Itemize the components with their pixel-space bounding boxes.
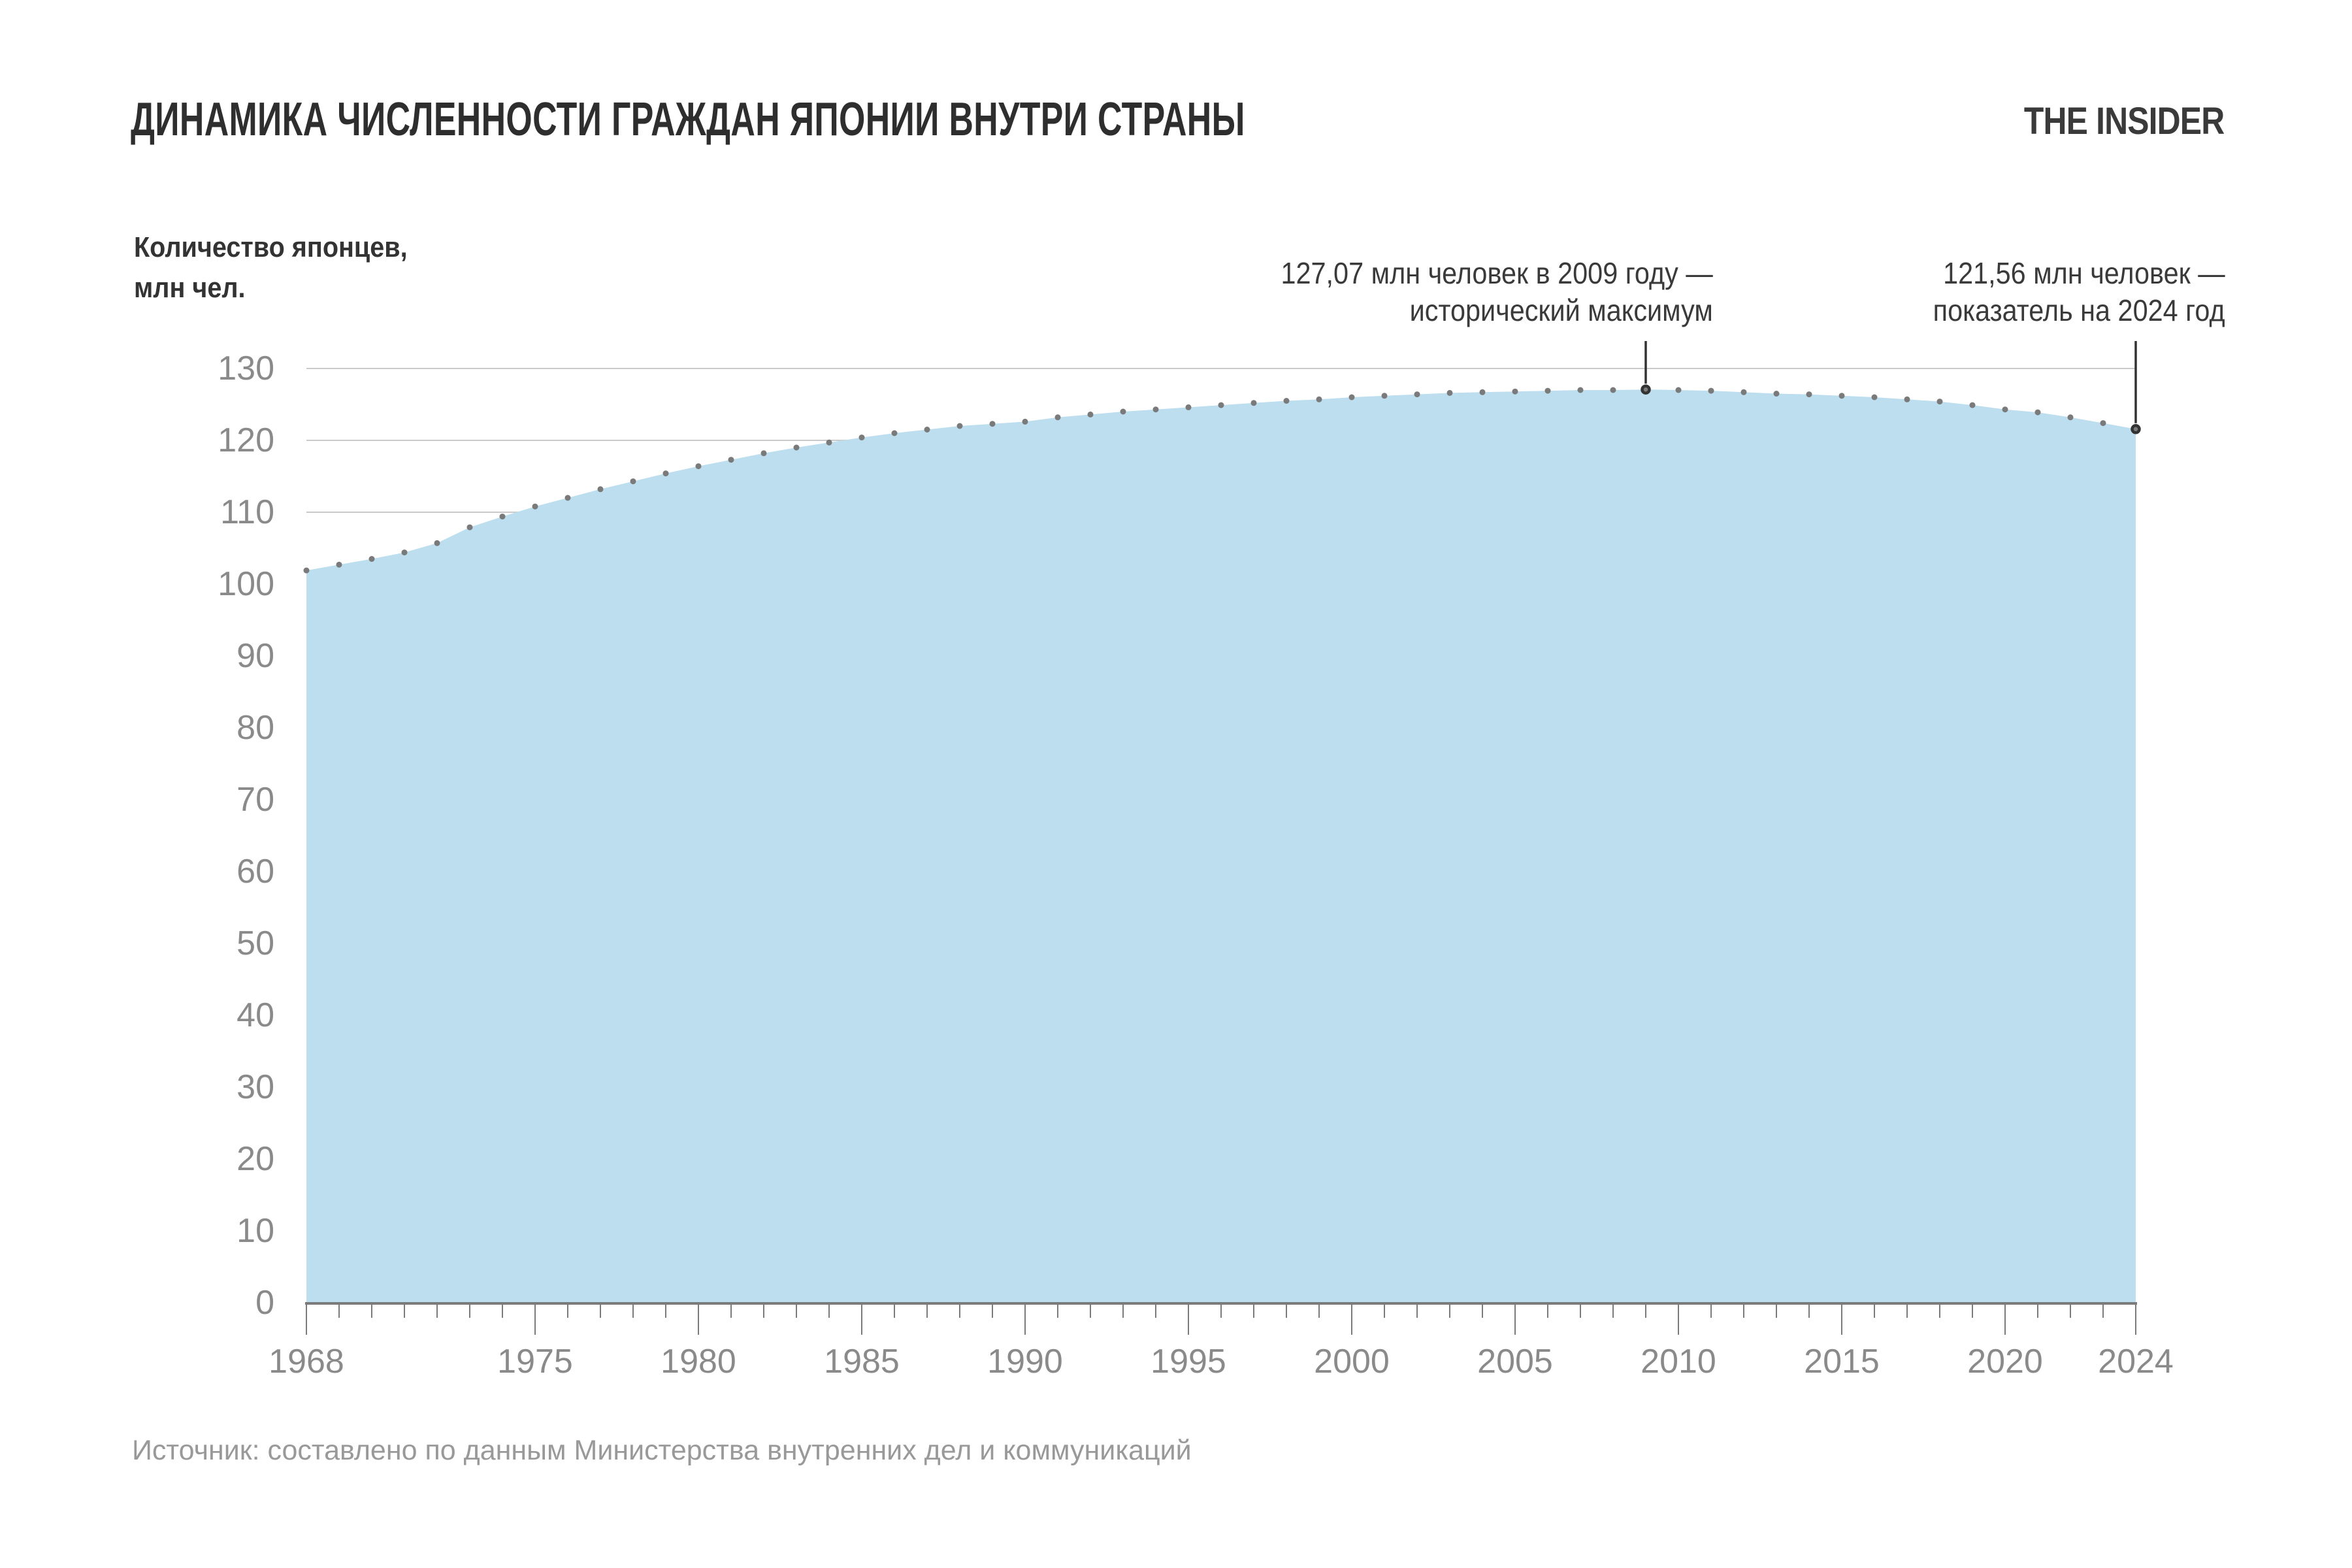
data-point-dot-1985 [858,434,865,441]
data-point-dot-1974 [499,514,506,520]
population-area-fill [306,389,2136,1305]
data-point-dot-1995 [1185,404,1192,410]
y-tick-label-20: 20 [237,1140,274,1178]
annotation-peak-line2: исторический максимум [1409,293,1713,327]
y-tick-label-100: 100 [218,565,274,603]
data-point-dot-1991 [1054,414,1061,421]
x-tick-label-2010: 2010 [1641,1343,1716,1380]
data-point-dot-2005 [1512,388,1518,395]
data-point-dot-2001 [1381,393,1388,399]
data-point-dot-2000 [1348,394,1355,400]
data-point-dot-1983 [793,444,800,451]
marker-circle-2024 [2131,424,2141,434]
data-point-dot-1976 [564,495,571,501]
data-point-dot-1989 [989,421,996,427]
data-point-dot-1997 [1250,400,1257,406]
source-note: Источник: составлено по данным Министерс… [132,1435,1192,1466]
marker-circle-2009 [1641,384,1651,395]
data-point-dot-1968 [303,567,310,574]
data-point-dot-2012 [1740,389,1747,395]
x-tick-label-1990: 1990 [987,1343,1063,1380]
data-point-dot-1990 [1022,418,1028,425]
data-point-dot-1988 [956,423,963,429]
y-axis-title: Количество японцев, млн чел. [134,227,408,308]
data-point-dot-1987 [924,427,930,433]
data-point-dot-2016 [1871,394,1878,400]
x-tick-label-1995: 1995 [1151,1343,1226,1380]
x-tick-label-2020: 2020 [1967,1343,2043,1380]
data-point-dot-2019 [1969,402,1976,408]
y-tick-label-10: 10 [237,1212,274,1250]
data-point-dot-1971 [401,549,408,556]
x-tick-label-2015: 2015 [1804,1343,1880,1380]
x-tick-label-1968: 1968 [269,1343,344,1380]
y-tick-label-50: 50 [237,924,274,962]
data-point-dot-1994 [1152,406,1159,413]
y-tick-label-120: 120 [218,421,274,459]
x-tick-label-1985: 1985 [824,1343,900,1380]
annotation-latest-line2: показатель на 2024 год [1933,293,2225,327]
annotation-latest-2024: 121,56 млн человек — показатель на 2024 … [1933,255,2225,329]
data-point-dot-1998 [1283,398,1290,404]
data-point-dot-2022 [2067,414,2074,421]
data-point-dot-1977 [597,486,604,493]
data-point-dot-1972 [434,540,440,546]
data-point-dot-1975 [532,503,538,510]
data-point-dot-2014 [1806,391,1812,398]
y-tick-label-130: 130 [218,350,274,387]
x-tick-label-1975: 1975 [497,1343,573,1380]
data-point-dot-1980 [695,463,702,470]
x-tick-label-2000: 2000 [1314,1343,1390,1380]
data-point-dot-1970 [368,556,375,562]
data-point-dot-1979 [662,470,669,477]
annotation-peak-line1: 127,07 млн человек в 2009 году — [1281,256,1713,290]
x-tick-label-1980: 1980 [661,1343,736,1380]
data-point-dot-1982 [760,450,767,457]
y-axis-title-line2: млн чел. [134,272,246,304]
data-point-dot-2013 [1773,391,1780,397]
x-tick-label-2024: 2024 [2098,1343,2174,1380]
y-tick-label-110: 110 [220,493,274,531]
y-tick-label-30: 30 [237,1068,274,1106]
y-tick-label-90: 90 [237,637,274,675]
y-axis-title-line1: Количество японцев, [134,231,408,263]
data-point-dot-2023 [2100,420,2106,427]
data-point-dot-1981 [728,457,734,463]
data-point-dot-2007 [1577,387,1584,393]
y-tick-label-40: 40 [237,996,274,1034]
y-tick-label-70: 70 [237,781,274,819]
data-point-dot-2020 [2002,406,2008,413]
data-point-dot-1996 [1218,402,1224,408]
data-point-dot-1969 [336,561,342,568]
data-point-dot-1986 [891,430,898,436]
brand-logo: THE INSIDER [2023,100,2225,142]
data-point-dot-1984 [826,439,832,446]
data-point-dot-2018 [1936,399,1943,405]
data-point-dot-2015 [1838,393,1845,399]
data-point-dot-1993 [1120,408,1126,415]
page-title: ДИНАМИКА ЧИСЛЕННОСТИ ГРАЖДАН ЯПОНИИ ВНУТ… [131,93,1245,146]
data-point-dot-2006 [1544,387,1551,394]
data-point-dot-1973 [466,524,473,531]
data-point-dot-2011 [1708,387,1714,394]
data-point-dot-2010 [1675,387,1682,393]
data-point-dot-2008 [1610,387,1616,393]
data-point-dot-2021 [2034,409,2041,416]
data-point-dot-2002 [1414,391,1420,398]
y-tick-label-60: 60 [237,853,274,890]
data-point-dot-1999 [1316,396,1322,402]
data-point-dot-2003 [1446,389,1453,396]
data-point-dot-1992 [1087,411,1094,417]
y-tick-label-0: 0 [255,1284,274,1322]
annotation-latest-line1: 121,56 млн человек — [1943,256,2225,290]
data-point-dot-2017 [1904,396,1910,402]
data-point-dot-1978 [630,478,636,485]
data-point-dot-2004 [1479,389,1486,395]
y-tick-label-80: 80 [237,709,274,747]
annotation-peak-2009: 127,07 млн человек в 2009 году — историч… [1281,255,1713,329]
x-tick-label-2005: 2005 [1477,1343,1553,1380]
